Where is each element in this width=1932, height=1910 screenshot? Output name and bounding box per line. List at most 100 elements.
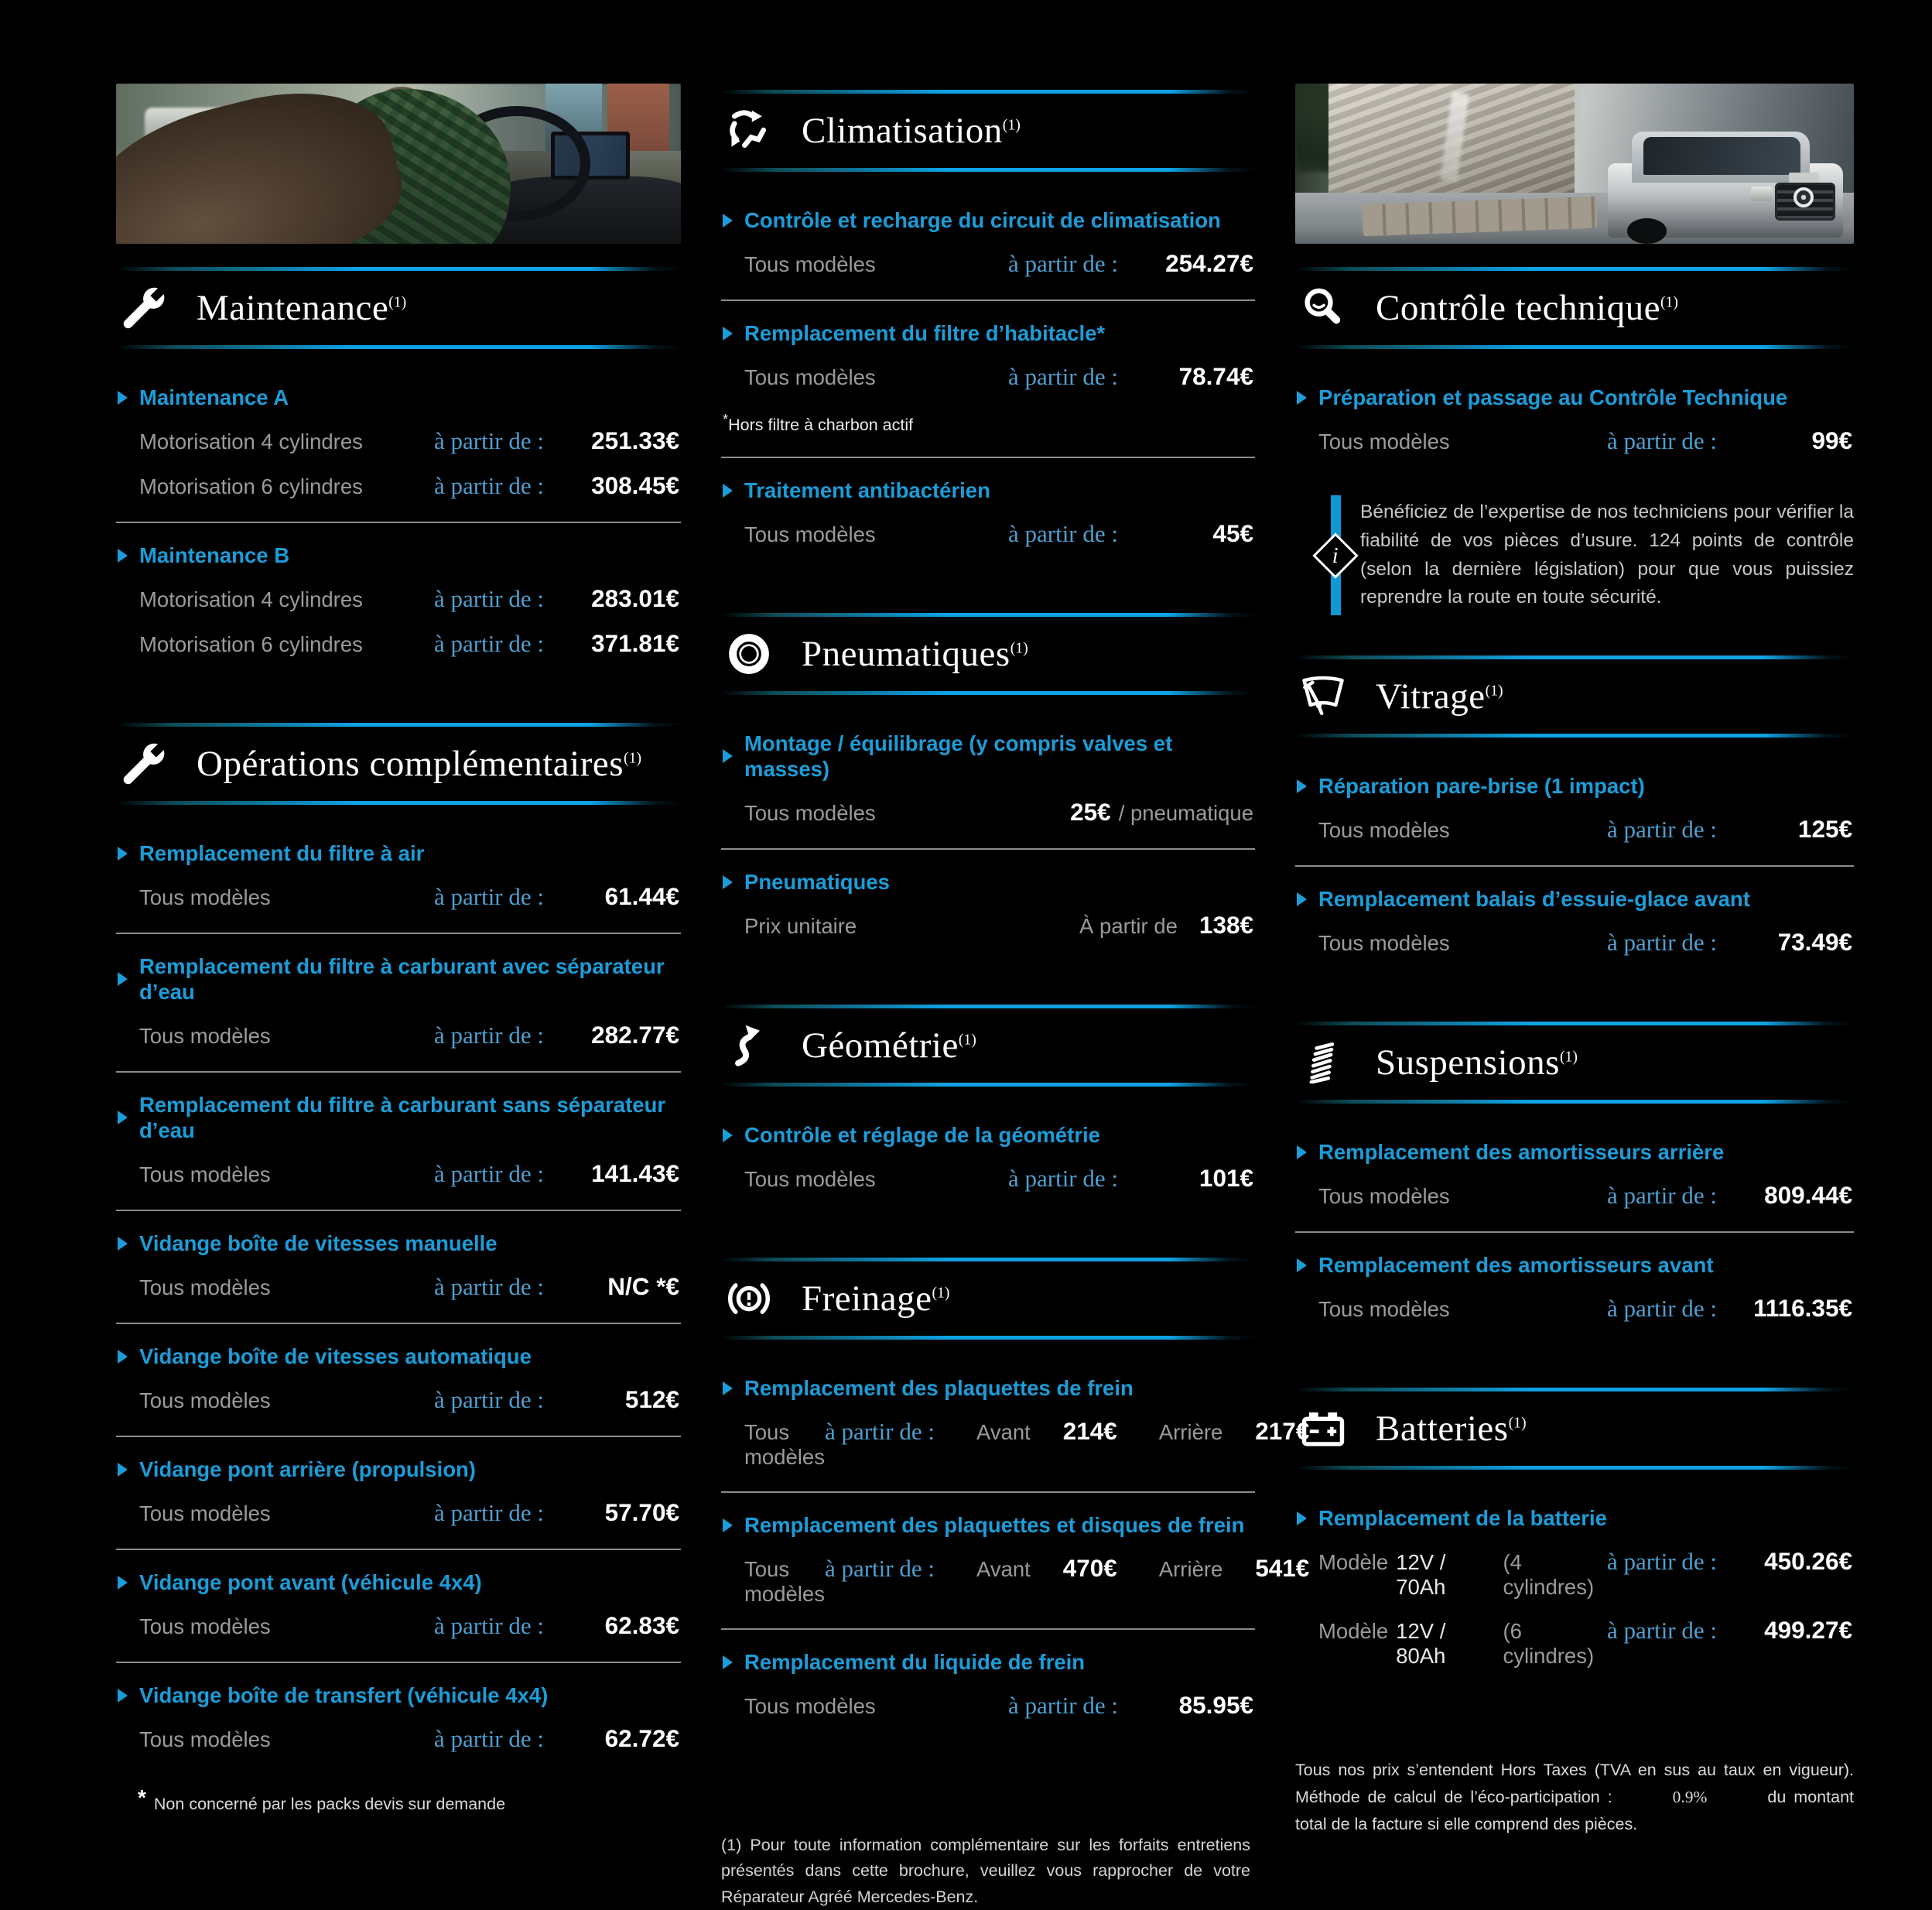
truck-windshield — [1643, 136, 1800, 176]
price-prefix: à partir de : — [1606, 427, 1717, 454]
section-title: Climatisation(1) — [802, 110, 1021, 152]
service-item: Vidange boîte de transfert (véhicule 4x4… — [116, 1663, 681, 1775]
price-value: 141.43€ — [591, 1159, 679, 1187]
price-prefix: à partir de : — [1606, 1295, 1717, 1322]
price-prefix: à partir de : — [433, 1160, 544, 1187]
section-controle-technique: Contrôle technique(1) Préparation et pas… — [1295, 267, 1854, 615]
wrench-icon — [119, 739, 169, 789]
section-heading: Suspensions(1) — [1295, 1022, 1854, 1104]
front-price-value: 214€ — [1062, 1417, 1117, 1446]
price-row: Modèle 12V / 80Ah (6 cylindres) à partir… — [1297, 1616, 1852, 1669]
section-suspensions: Suspensions(1) Remplacement des amortiss… — [1295, 1022, 1854, 1344]
price-value: 45€ — [1212, 519, 1253, 548]
section-title-sup: (1) — [1010, 639, 1028, 657]
price-row: Tous modèles à partir de : 141.43€ — [118, 1159, 679, 1188]
price-prefix: à partir de : — [1606, 929, 1717, 956]
item-list: Maintenance A Motorisation 4 cylindres à… — [116, 385, 681, 679]
section-freinage: Freinage(1) Remplacement des plaquettes … — [721, 1258, 1309, 1741]
price-prefix: à partir de : — [433, 1022, 544, 1049]
model-label: Tous modèles — [744, 1420, 825, 1470]
price-value: 282.77€ — [591, 1021, 679, 1049]
price-row: Tous modèles à partir de : 73.49€ — [1297, 928, 1852, 957]
item-list: Remplacement de la batterie Modèle 12V /… — [1295, 1505, 1854, 1690]
section-pneumatiques: Pneumatiques(1) Montage / équilibrage (y… — [721, 613, 1255, 961]
price-prefix: à partir de : — [1606, 816, 1717, 843]
model-label: Tous modèles — [139, 885, 271, 909]
item-list: Montage / équilibrage (y compris valves … — [721, 731, 1255, 961]
price-prefix: à partir de : — [433, 630, 544, 657]
price-row: Tous modèles à partir de : 809.44€ — [1297, 1181, 1852, 1210]
service-item: Montage / équilibrage (y compris valves … — [721, 731, 1255, 851]
front-label: Avant — [976, 1557, 1031, 1582]
magnifier-icon — [1298, 283, 1348, 333]
battery-spec: 12V / 80Ah — [1396, 1619, 1446, 1668]
price-row: Tous modèles à partir de : 125€ — [1297, 815, 1852, 844]
price-prefix: à partir de : — [824, 1418, 935, 1446]
info-text: Bénéficiez de l’expertise de nos technic… — [1360, 501, 1854, 608]
price-value: 101€ — [1199, 1164, 1253, 1193]
triangle-bullet-icon — [118, 1688, 128, 1703]
item-list: Contrôle et recharge du circuit de clima… — [721, 207, 1255, 570]
section-title-sup: (1) — [1002, 116, 1021, 134]
triangle-bullet-icon — [1297, 1511, 1307, 1525]
section-title-text: Freinage — [802, 1278, 932, 1320]
price-row: Tous modèles à partir de : 61.44€ — [118, 882, 679, 911]
price-row: Tous modèles 25€ / pneumatique — [723, 798, 1253, 827]
triangle-bullet-icon — [118, 1349, 128, 1364]
model-label: Modèle — [1318, 1619, 1389, 1643]
section-title: Batteries(1) — [1376, 1408, 1527, 1450]
price-row: Tous modèles à partir de : 101€ — [723, 1164, 1253, 1193]
model-label: Tous modèles — [1318, 430, 1450, 454]
battery-spec: 12V / 70Ah — [1396, 1550, 1446, 1599]
model-label: Tous modèles — [139, 1388, 271, 1412]
triangle-bullet-icon — [1297, 779, 1307, 793]
price-value: 251.33€ — [591, 426, 679, 454]
price-value: 85.95€ — [1178, 1691, 1253, 1720]
tire-icon — [724, 629, 774, 679]
service-item: Remplacement du liquide de frein Tous mo… — [721, 1630, 1255, 1741]
battery-icon — [1298, 1404, 1348, 1453]
service-item: Remplacement du filtre d’habitacle* Tous… — [721, 301, 1255, 459]
price-prefix: à partir de : — [1606, 1617, 1717, 1644]
service-item: Traitement antibactérien Tous modèles à … — [721, 458, 1255, 570]
price-row: Tous modèles à partir de : 99€ — [1297, 426, 1852, 455]
operations-footnote: * Non concerné par les packs devis sur de… — [138, 1785, 506, 1813]
section-vitrage: Vitrage(1) Réparation pare-brise (1 impa… — [1295, 655, 1854, 978]
model-label: Motorisation 4 cylindres — [139, 587, 363, 611]
price-row: Prix unitaire À partir de 138€ — [723, 911, 1253, 940]
info-diamond-icon: i — [1312, 532, 1359, 579]
model-label: Tous modèles — [139, 1275, 271, 1299]
service-item-title: Maintenance B — [118, 543, 679, 568]
section-title-sup: (1) — [1508, 1414, 1527, 1432]
info-box: i Bénéficiez de l’expertise de nos techn… — [1312, 495, 1854, 615]
triangle-bullet-icon — [118, 1462, 128, 1477]
section-heading: Batteries(1) — [1295, 1388, 1854, 1470]
front-price-value: 470€ — [1062, 1554, 1117, 1583]
truck-wheel — [1626, 218, 1667, 244]
service-item: Remplacement du filtre à carburant avec … — [116, 934, 681, 1073]
air-vent-seat-icon — [724, 106, 774, 156]
model-label: Tous modèles — [744, 1557, 825, 1607]
price-prefix: à partir de : — [433, 1273, 544, 1300]
price-value: 254.27€ — [1165, 249, 1253, 277]
price-prefix: à partir de : — [433, 1499, 544, 1526]
price-value: 512€ — [624, 1385, 679, 1413]
price-row: Tous modèles à partir de : Avant 470€ Ar… — [723, 1554, 1309, 1607]
section-title: Contrôle technique(1) — [1376, 287, 1678, 329]
pricing-legal-footer: Tous nos prix s’entendent Hors Taxes (TV… — [1295, 1761, 1854, 1833]
service-item-title: Maintenance A — [118, 385, 679, 410]
price-value: 499.27€ — [1764, 1616, 1852, 1644]
section-heading: Pneumatiques(1) — [721, 613, 1255, 696]
service-item: Remplacement de la batterie Modèle 12V /… — [1295, 1505, 1854, 1690]
price-row: Tous modèles à partir de : 282.77€ — [118, 1021, 679, 1049]
service-item: Remplacement du filtre à air Tous modèle… — [116, 840, 681, 934]
triangle-bullet-icon — [723, 875, 733, 889]
eco-participation-rate: 0.9% — [1672, 1787, 1708, 1806]
service-item: Remplacement des plaquettes de frein Tou… — [721, 1375, 1309, 1494]
service-item: Contrôle et recharge du circuit de clima… — [721, 207, 1255, 301]
asterisk-icon: * — [138, 1785, 146, 1809]
service-item: Réparation pare-brise (1 impact) Tous mo… — [1295, 773, 1854, 867]
column-middle: Climatisation(1) Contrôle et recharge du… — [721, 84, 1309, 1910]
section-title-sup: (1) — [1559, 1048, 1578, 1066]
